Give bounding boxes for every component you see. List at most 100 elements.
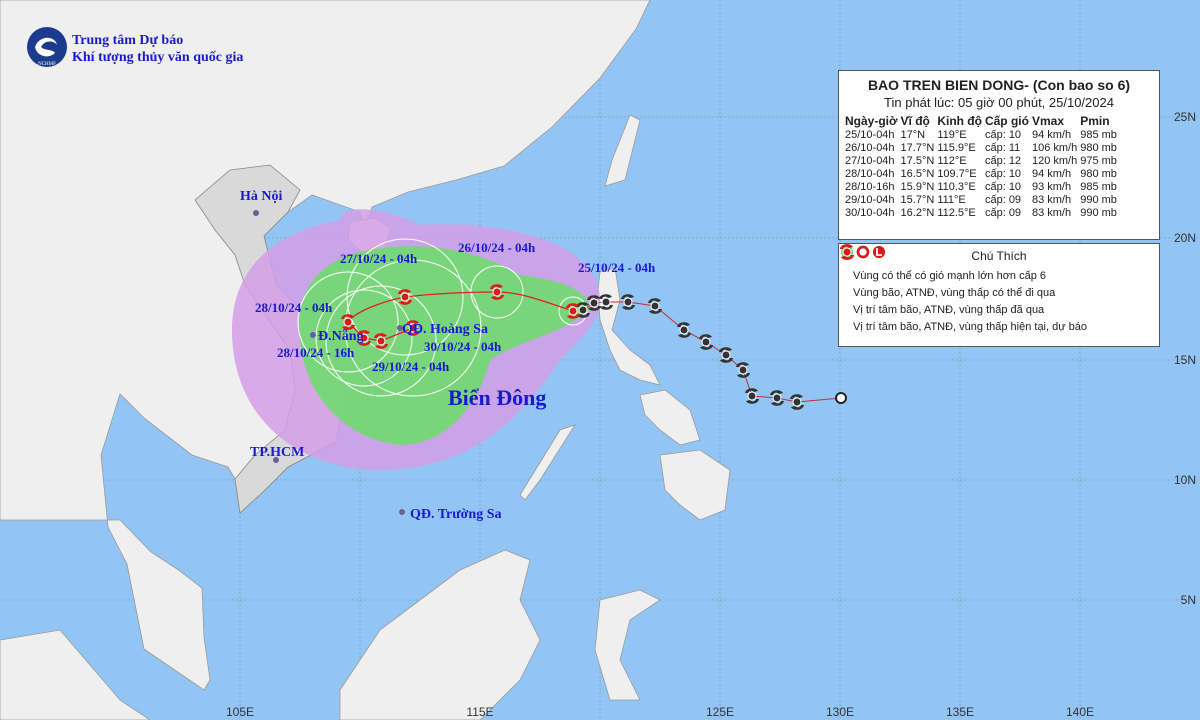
table-cell: 26/10-04h <box>845 142 895 154</box>
table-cell: 94 km/h <box>1031 168 1072 180</box>
org-line: Khí tượng thủy văn quốc gia <box>72 50 244 65</box>
legend-label: Vùng có thể có gió mạnh lớn hơn cấp 6 <box>853 269 1046 282</box>
coordinate-labels: 25N 20N 15N 10N 5N 105E 115E 125E 130E 135E 140E <box>226 110 1196 719</box>
legend-low <box>873 246 885 258</box>
table-row: 25/10-04h 17°N 119°E cấp: 10 94 km/h 985 mb <box>845 129 1120 142</box>
storm-eye <box>623 297 633 307</box>
uncertainty-circle <box>297 271 399 373</box>
past-storm-position <box>576 302 590 318</box>
table-cell: 27/10-04h <box>845 155 895 167</box>
storm-eye <box>359 333 369 343</box>
uncertainty-circles <box>297 238 588 397</box>
uncertainty-circle <box>346 238 464 356</box>
info-subtitle: Tin phát lúc: 05 giờ 00 phút, 25/10/2024 <box>884 95 1114 110</box>
place-dot <box>310 332 316 338</box>
forecast-track-line <box>347 291 574 342</box>
table-cell: 93 km/h <box>1031 181 1072 193</box>
table-cell: cấp: 10 <box>984 168 1022 180</box>
table-cell: cấp: 10 <box>984 181 1022 193</box>
lat-label: 20N <box>1174 231 1196 245</box>
table-row: 27/10-04h 17.5°N 112°E cấp: 12 120 km/h 975 m… <box>845 155 1120 168</box>
storm-eye <box>400 292 410 302</box>
table-cell: 16.2°N <box>900 207 935 219</box>
storm-eye <box>650 301 660 311</box>
storm-eye <box>578 305 588 315</box>
forecast-storm-position <box>398 289 412 305</box>
table-cell: 25/10-04h <box>845 129 895 141</box>
column-header: Cấp gió <box>984 114 1029 128</box>
forecast-storm-position <box>341 314 355 330</box>
palawan <box>519 424 576 501</box>
past-storm-position <box>621 294 635 310</box>
uncertainty-circle <box>325 285 437 397</box>
storm-eye <box>747 391 757 401</box>
table-cell: 975 mb <box>1080 155 1117 167</box>
storm-eye <box>842 247 852 257</box>
storm-eye <box>792 397 802 407</box>
place-label: QĐ. Hoàng Sa <box>402 322 488 337</box>
past-storm-position <box>599 294 613 310</box>
table-cell: 83 km/h <box>1031 207 1072 219</box>
mindanao <box>659 449 731 521</box>
taiwan <box>604 114 641 187</box>
legend-low-mark <box>876 248 882 256</box>
table-row: 29/10-04h 15.7°N 111°E cấp: 09 83 km/h 990 mb <box>845 194 1120 207</box>
table-cell: 119°E <box>937 129 967 141</box>
table-cell: 83 km/h <box>1031 194 1072 206</box>
genesis-point <box>835 392 847 404</box>
luzon <box>597 267 661 386</box>
storm-eye <box>568 306 578 316</box>
table-cell: cấp: 09 <box>984 194 1022 206</box>
lon-label: 125E <box>706 705 734 719</box>
past-storm-position <box>770 390 784 406</box>
storm-eye <box>738 365 748 375</box>
info-box: BAO TREN BIEN DONG- (Con bao so 6) Tin p… <box>838 70 1160 240</box>
lon-label: 130E <box>826 705 854 719</box>
past-storm-position <box>745 388 759 404</box>
storm-eye <box>601 297 611 307</box>
logo-text: NCHMF <box>38 62 56 67</box>
track-label: 28/10/24 - 04h <box>255 300 333 315</box>
org-line: Trung tâm Dự báo <box>72 33 184 48</box>
lon-label: 140E <box>1066 705 1094 719</box>
table-cell: cấp: 11 <box>984 142 1021 154</box>
table-cell: 29/10-04h <box>845 194 895 206</box>
logo-swirl <box>35 37 57 57</box>
storm-eye <box>701 337 711 347</box>
legend-row: Vùng có thể có gió mạnh lớn hơn cấp 6 <box>839 246 1159 284</box>
table-cell: 980 mb <box>1080 142 1117 154</box>
table-cell: cấp: 09 <box>984 207 1022 219</box>
storm-eye <box>679 325 689 335</box>
forecast-storm-position <box>490 284 504 300</box>
track-label: 27/10/24 - 04h <box>340 251 418 266</box>
table-cell: 990 mb <box>1080 207 1117 219</box>
lon-label: 135E <box>946 705 974 719</box>
sumatra <box>0 629 151 720</box>
past-storm-position <box>719 347 733 363</box>
past-storm-position <box>677 322 691 338</box>
legend-label: Vùng bão, ATNĐ, vùng thấp có thể đi qua <box>853 286 1056 299</box>
track-label: 25/10/24 - 04h <box>578 260 656 275</box>
organization: Trung tâm Dự báo Khí tượng thủy văn quốc… <box>72 32 243 66</box>
storm-eye <box>772 393 782 403</box>
table-cell: 17°N <box>900 129 926 141</box>
place-label: Đ.Nẵng <box>318 328 364 344</box>
info-title: BAO TREN BIEN DONG- (Con bao so 6) <box>867 77 1131 93</box>
table-cell: 111°E <box>937 194 966 206</box>
storm-eye <box>376 336 386 346</box>
table-cell: 28/10-16h <box>845 181 895 193</box>
storm-track <box>341 284 847 410</box>
lat-label: 25N <box>1174 110 1196 124</box>
table-cell: 17.7°N <box>900 142 935 154</box>
forecast-storm-position <box>357 330 371 346</box>
table-row: 28/10-16h 15.9°N 110.3°E cấp: 10 93 km/h 985 … <box>845 181 1120 194</box>
table-cell: 16.5°N <box>900 168 935 180</box>
place-dot <box>253 210 259 216</box>
legend-row: Vị trí tâm bão, ATNĐ, vùng thấp hiện tại… <box>839 244 1159 335</box>
storm-eye <box>589 298 599 308</box>
lat-label: 5N <box>1181 593 1196 607</box>
table-cell: 94 km/h <box>1031 129 1072 141</box>
track-label: 30/10/24 - 04h <box>424 339 502 354</box>
legend: Chú Thích Vùng có thể có gió mạnh lớn hơ… <box>838 243 1160 347</box>
legend-label: Vị trí tâm bão, ATNĐ, vùng thấp hiện tại… <box>853 320 1088 333</box>
